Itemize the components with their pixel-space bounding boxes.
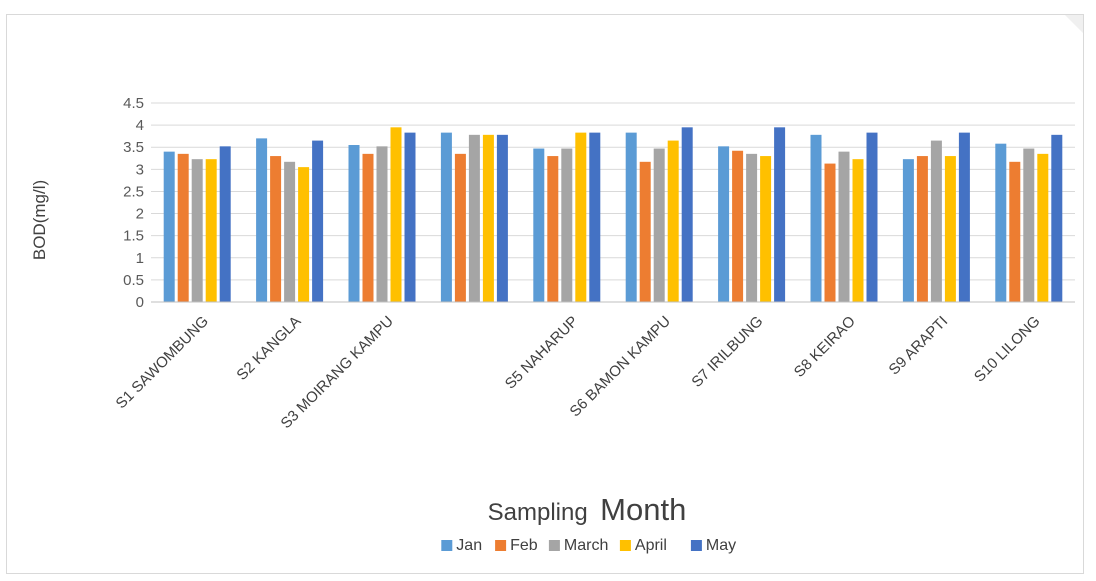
y-tick-label: 0.5 bbox=[123, 272, 144, 289]
bar-april bbox=[667, 140, 679, 302]
y-tick-label: 1.5 bbox=[123, 228, 144, 245]
bar-march bbox=[930, 140, 942, 302]
bar-april bbox=[1037, 153, 1049, 302]
bar-may bbox=[958, 132, 970, 302]
bar-may bbox=[496, 134, 508, 302]
page-corner-decoration bbox=[1065, 15, 1083, 33]
x-axis-title-part-2: Month bbox=[600, 492, 686, 527]
bar-jan bbox=[256, 138, 268, 302]
bar-april bbox=[298, 167, 310, 302]
bar-april bbox=[760, 156, 772, 302]
legend-swatch bbox=[441, 540, 453, 551]
bar-feb bbox=[916, 156, 928, 302]
legend-swatch bbox=[548, 540, 560, 551]
category-label: S1 SAWOMBUNG bbox=[113, 313, 212, 412]
legend-label: March bbox=[564, 537, 608, 554]
bar-jan bbox=[163, 151, 175, 302]
legend-label: May bbox=[706, 537, 736, 554]
bar-jan bbox=[718, 146, 730, 302]
bar-march bbox=[561, 148, 573, 302]
bar-jan bbox=[348, 145, 360, 302]
bar-march bbox=[746, 153, 758, 302]
bar-april bbox=[852, 159, 864, 302]
bars bbox=[163, 127, 1063, 302]
legend-label: Feb bbox=[510, 537, 538, 554]
bar-may bbox=[1051, 134, 1063, 302]
category-label: S10 LILONG bbox=[971, 313, 1044, 386]
bar-march bbox=[284, 161, 296, 302]
bar-march bbox=[191, 159, 203, 302]
bar-feb bbox=[639, 161, 651, 302]
bar-may bbox=[312, 140, 324, 302]
y-tick-labels: 0 0.5 1 1.5 2 2.5 3 3.5 4 4.5 bbox=[123, 95, 144, 311]
bar-april bbox=[205, 159, 217, 302]
bar-march bbox=[838, 151, 850, 302]
y-tick-label: 3 bbox=[136, 161, 144, 178]
legend-swatch bbox=[495, 540, 507, 551]
bar-april bbox=[390, 127, 402, 302]
bar-may bbox=[866, 132, 878, 302]
y-tick-label: 4.5 bbox=[123, 95, 144, 112]
y-tick-label: 1 bbox=[136, 250, 144, 267]
bar-may bbox=[774, 127, 786, 302]
bar-jan bbox=[810, 134, 822, 302]
category-label: S5 NAHARUP bbox=[502, 313, 582, 393]
legend-swatch bbox=[690, 540, 702, 551]
category-label: S6 BAMON KAMPU bbox=[567, 313, 675, 421]
bar-april bbox=[944, 156, 956, 302]
y-tick-label: 2 bbox=[136, 206, 144, 223]
bar-feb bbox=[177, 153, 189, 302]
bar-feb bbox=[824, 163, 836, 302]
bar-march bbox=[376, 146, 388, 302]
y-tick-label: 3.5 bbox=[123, 139, 144, 156]
bar-jan bbox=[995, 143, 1007, 302]
x-axis-title-part-1: Sampling bbox=[488, 499, 588, 526]
bar-feb bbox=[732, 150, 744, 302]
legend-swatch bbox=[619, 540, 631, 551]
bar-jan bbox=[625, 132, 637, 302]
bar-april bbox=[482, 134, 494, 302]
bar-may bbox=[681, 127, 693, 302]
bar-april bbox=[575, 132, 587, 302]
bar-chart: 0 0.5 1 1.5 2 2.5 3 3.5 4 4.5 S1 SAWOMBUNG S2 KANG… bbox=[30, 95, 1075, 554]
bar-jan bbox=[533, 148, 545, 302]
bar-may bbox=[589, 132, 601, 302]
bar-feb bbox=[362, 153, 374, 302]
bar-march bbox=[468, 134, 480, 302]
bar-march bbox=[653, 148, 665, 302]
x-axis-title: Sampling Month bbox=[488, 492, 687, 527]
y-tick-label: 2.5 bbox=[123, 183, 144, 200]
category-label: S7 IRILBUNG bbox=[688, 313, 766, 391]
bar-feb bbox=[454, 153, 466, 302]
category-label: S2 KANGLA bbox=[233, 313, 304, 384]
legend-label: Jan bbox=[456, 537, 482, 554]
bar-jan bbox=[440, 132, 452, 302]
chart-frame: 0 0.5 1 1.5 2 2.5 3 3.5 4 4.5 S1 SAWOMBUNG S2 KANG… bbox=[6, 14, 1084, 574]
bar-may bbox=[219, 146, 231, 302]
bar-feb bbox=[270, 156, 282, 302]
bar-march bbox=[1023, 148, 1035, 302]
category-label: S8 KEIRAO bbox=[791, 313, 859, 381]
bar-feb bbox=[1009, 161, 1021, 302]
bar-jan bbox=[902, 159, 914, 302]
bar-may bbox=[404, 132, 416, 302]
y-axis-title: BOD(mg/l) bbox=[30, 180, 49, 260]
y-tick-label: 4 bbox=[136, 117, 144, 134]
legend: Jan Feb March April May bbox=[441, 537, 736, 554]
y-tick-label: 0 bbox=[136, 294, 144, 311]
bar-feb bbox=[547, 156, 559, 302]
legend-label: April bbox=[635, 537, 667, 554]
category-label: S9 ARAPTI bbox=[886, 313, 952, 379]
